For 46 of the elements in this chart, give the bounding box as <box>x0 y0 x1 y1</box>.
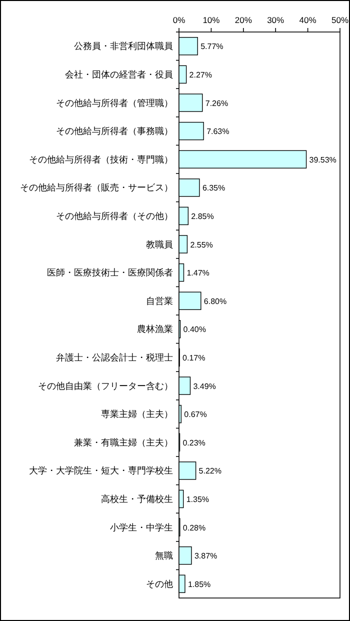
y-tick-label: 弁護士・公認会計士・税理士 <box>56 352 173 362</box>
data-label: 2.27% <box>189 70 212 80</box>
x-tick-label: 0% <box>172 15 186 25</box>
y-tick-label: その他給与所得者（その他） <box>56 210 173 221</box>
y-tick-label: 無職 <box>155 550 173 561</box>
x-tick-label: 50% <box>331 15 349 25</box>
x-tick-label: 20% <box>234 15 252 25</box>
data-label: 0.17% <box>182 353 206 362</box>
data-label: 39.53% <box>309 155 336 164</box>
y-tick-label: その他 <box>146 578 173 589</box>
x-tick-label: 40% <box>299 15 317 25</box>
data-label: 0.28% <box>182 523 206 532</box>
data-label: 7.63% <box>206 127 230 136</box>
y-tick-label: 教職員 <box>146 239 173 250</box>
data-label: 0.40% <box>183 325 206 334</box>
y-tick-label: その他給与所得者（技術・専門職） <box>29 154 173 164</box>
data-label: 0.23% <box>182 438 206 448</box>
data-label: 2.85% <box>191 212 214 221</box>
y-tick-label: 小学生・中学生 <box>110 522 173 532</box>
y-tick-label: 公務員・非営利団体職員 <box>74 41 173 52</box>
data-label: 1.85% <box>188 580 211 589</box>
data-label: 5.77% <box>200 42 224 52</box>
y-tick-label: その他給与所得者（販売・サービス） <box>20 182 173 193</box>
y-tick-label: 高校生・予備校生 <box>101 494 173 504</box>
x-tick-label: 10% <box>202 15 220 25</box>
data-label: 3.87% <box>194 552 218 561</box>
y-tick-label: 農林漁業 <box>137 324 173 334</box>
y-tick-label: その他給与所得者（事務職） <box>56 126 173 136</box>
data-label: 1.47% <box>186 268 210 278</box>
y-tick-label: その他自由業（フリーター含む） <box>38 380 173 391</box>
y-tick-label: 専業主婦（主夫） <box>101 409 173 420</box>
data-label: 6.80% <box>204 296 227 306</box>
y-tick-label: 兼業・有職主婦（主夫） <box>74 437 173 448</box>
data-label: 2.55% <box>190 240 213 250</box>
y-tick-label: 医師・医療技術士・医療関係者 <box>47 268 173 278</box>
data-label: 7.26% <box>205 98 228 108</box>
data-label: 1.35% <box>186 494 210 504</box>
data-label: 3.49% <box>193 382 216 391</box>
y-tick-label: その他給与所得者（管理職） <box>56 98 173 108</box>
x-tick-label: 30% <box>267 15 285 25</box>
y-tick-label: 大学・大学院生・短大・専門学校生 <box>29 466 173 476</box>
y-tick-label: 会社・団体の経営者・役員 <box>65 69 173 80</box>
data-label: 5.22% <box>198 466 222 476</box>
data-label: 0.67% <box>184 410 207 420</box>
data-label: 6.35% <box>202 184 226 193</box>
y-tick-label: 自営業 <box>146 296 173 306</box>
